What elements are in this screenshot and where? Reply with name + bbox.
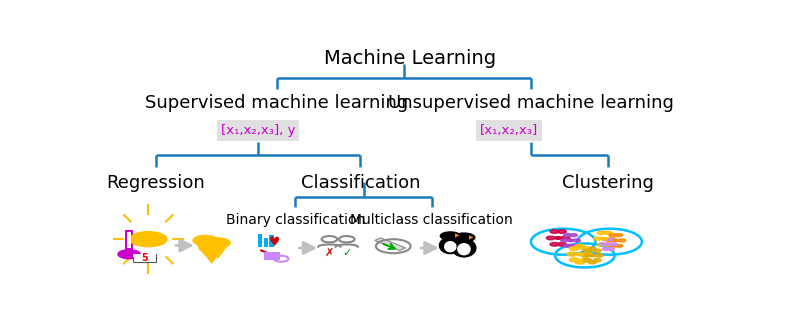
- Circle shape: [608, 238, 614, 241]
- Text: Classification: Classification: [301, 174, 420, 192]
- Circle shape: [570, 234, 578, 237]
- Polygon shape: [202, 251, 221, 263]
- Text: ✓: ✓: [342, 248, 351, 258]
- Circle shape: [546, 236, 555, 240]
- Bar: [258, 234, 262, 247]
- Circle shape: [615, 244, 622, 247]
- Polygon shape: [196, 243, 214, 255]
- FancyBboxPatch shape: [126, 230, 133, 253]
- Circle shape: [561, 239, 568, 242]
- Circle shape: [193, 235, 218, 245]
- Circle shape: [597, 243, 606, 246]
- Circle shape: [199, 243, 224, 253]
- Text: [x₁,x₂,x₃]: [x₁,x₂,x₃]: [480, 124, 538, 137]
- Circle shape: [440, 232, 460, 240]
- Circle shape: [602, 248, 609, 250]
- Circle shape: [583, 249, 591, 252]
- Circle shape: [610, 243, 618, 246]
- Circle shape: [453, 233, 475, 242]
- Circle shape: [599, 243, 606, 246]
- Circle shape: [558, 242, 566, 246]
- Ellipse shape: [458, 244, 470, 255]
- Circle shape: [595, 254, 603, 257]
- Circle shape: [206, 238, 230, 248]
- Text: ▶: ▶: [469, 235, 473, 240]
- Circle shape: [593, 259, 601, 262]
- Circle shape: [593, 249, 601, 252]
- Ellipse shape: [439, 237, 461, 254]
- Text: Binary classification: Binary classification: [226, 213, 365, 227]
- FancyBboxPatch shape: [133, 254, 157, 262]
- Circle shape: [602, 238, 609, 241]
- Circle shape: [602, 238, 608, 240]
- Circle shape: [568, 239, 574, 241]
- Circle shape: [555, 237, 562, 239]
- Ellipse shape: [445, 242, 456, 252]
- Circle shape: [550, 242, 559, 246]
- Circle shape: [581, 247, 590, 251]
- Circle shape: [564, 234, 571, 237]
- Circle shape: [604, 231, 612, 234]
- Circle shape: [575, 244, 585, 248]
- Circle shape: [583, 259, 591, 262]
- Circle shape: [597, 231, 606, 234]
- Polygon shape: [209, 245, 227, 258]
- FancyBboxPatch shape: [127, 232, 131, 248]
- Circle shape: [564, 244, 571, 247]
- Circle shape: [582, 254, 590, 257]
- Text: Unsupervised machine learning: Unsupervised machine learning: [388, 94, 674, 112]
- Circle shape: [558, 230, 566, 233]
- Circle shape: [608, 248, 614, 250]
- Text: [x₁,x₂,x₃], y: [x₁,x₂,x₃], y: [221, 124, 295, 137]
- Text: 5: 5: [142, 254, 148, 264]
- Circle shape: [594, 237, 602, 240]
- Bar: [270, 235, 274, 247]
- Circle shape: [590, 254, 595, 257]
- Circle shape: [606, 243, 611, 245]
- Text: Regression: Regression: [106, 174, 205, 192]
- Circle shape: [130, 232, 167, 247]
- Circle shape: [609, 234, 617, 237]
- Circle shape: [615, 234, 622, 237]
- Bar: [264, 238, 268, 247]
- Circle shape: [588, 247, 596, 250]
- Circle shape: [570, 244, 578, 247]
- Circle shape: [583, 252, 593, 256]
- Text: Supervised machine learning: Supervised machine learning: [145, 94, 408, 112]
- Text: Clustering: Clustering: [562, 174, 654, 192]
- FancyBboxPatch shape: [133, 254, 157, 257]
- Circle shape: [573, 239, 581, 242]
- Circle shape: [606, 239, 614, 242]
- Text: ▶: ▶: [455, 233, 459, 239]
- Circle shape: [550, 230, 559, 233]
- Circle shape: [581, 258, 590, 262]
- Bar: [264, 252, 280, 260]
- Circle shape: [604, 243, 612, 246]
- Text: ♥: ♥: [270, 237, 281, 250]
- Circle shape: [609, 244, 617, 247]
- Circle shape: [561, 236, 570, 240]
- Circle shape: [618, 239, 626, 242]
- Circle shape: [567, 252, 577, 256]
- Text: Multiclass classification: Multiclass classification: [350, 213, 513, 227]
- Polygon shape: [374, 238, 406, 251]
- Ellipse shape: [452, 239, 476, 257]
- Circle shape: [576, 253, 583, 256]
- Text: ✗: ✗: [325, 248, 334, 258]
- Text: Machine Learning: Machine Learning: [324, 49, 496, 68]
- Circle shape: [570, 258, 579, 262]
- Circle shape: [570, 247, 579, 251]
- Circle shape: [575, 260, 585, 264]
- Circle shape: [613, 239, 618, 241]
- Circle shape: [118, 250, 140, 259]
- Circle shape: [588, 261, 596, 264]
- Circle shape: [607, 237, 615, 240]
